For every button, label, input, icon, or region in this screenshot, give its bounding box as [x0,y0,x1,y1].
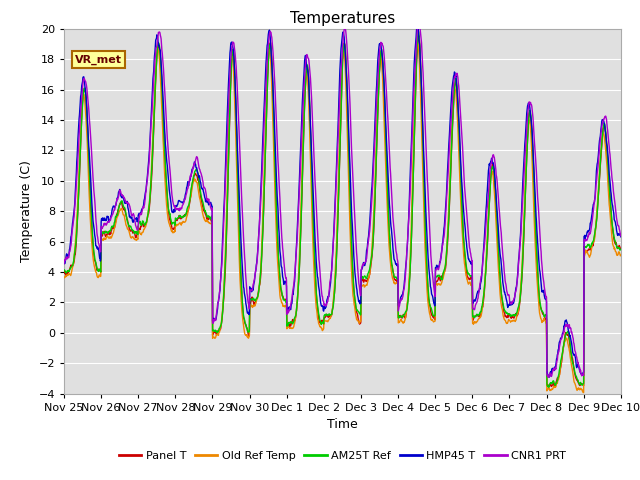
X-axis label: Time: Time [327,418,358,431]
Text: VR_met: VR_met [75,54,122,65]
Title: Temperatures: Temperatures [290,11,395,26]
Y-axis label: Temperature (C): Temperature (C) [20,160,33,262]
Legend: Panel T, Old Ref Temp, AM25T Ref, HMP45 T, CNR1 PRT: Panel T, Old Ref Temp, AM25T Ref, HMP45 … [115,446,570,466]
